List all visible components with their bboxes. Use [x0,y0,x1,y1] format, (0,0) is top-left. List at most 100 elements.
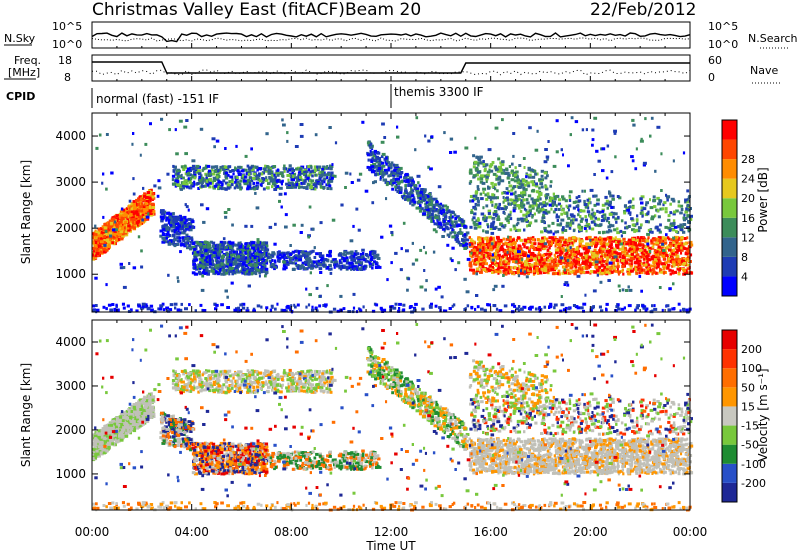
power-cell [653,261,657,264]
power-cell [231,178,234,182]
nsearch-label: N.Search [748,32,798,45]
power-cell [291,267,295,271]
power-cell [178,169,181,173]
power-cell [338,265,343,269]
power-cell [275,184,280,188]
power-cell [239,179,243,183]
power-cell [206,257,209,261]
power-cell [199,180,204,184]
power-cell [328,184,332,188]
power-cell [301,263,304,267]
power-cell [655,262,660,266]
power-cell [404,197,407,201]
power-cell [523,260,527,264]
power-cell [421,191,426,195]
power-cell [302,181,306,185]
power-cell [514,255,518,259]
power-cell [540,256,543,260]
power-cell [97,230,102,234]
power-cell [141,205,146,209]
power-cell [286,169,289,173]
power-cell [252,243,256,247]
power-cell [265,178,269,182]
power-cell [194,167,198,171]
power-cell [191,220,195,224]
power-cell [577,260,580,264]
power-cell [388,182,392,185]
power-cell [447,220,450,223]
power-cell [245,181,248,185]
power-cell [404,190,408,194]
power-cell [561,247,565,251]
power-cell [179,215,183,219]
power-cell [356,252,360,256]
power-cell [143,217,148,221]
power-cell [637,262,640,266]
power-cell [685,257,689,261]
power-cell [379,175,382,179]
power-cell [193,170,196,174]
power-cell [333,265,336,269]
power-cell [174,184,178,188]
power-cell [522,250,525,254]
power-cell [340,257,343,261]
power-cell [509,237,512,241]
power-cell [600,271,605,275]
power-cell [612,258,616,262]
power-cell [374,173,378,176]
power-cell [585,246,589,249]
power-cell [621,245,625,249]
power-cell [116,235,120,239]
power-cell [224,246,227,250]
power-cell [533,262,538,266]
power-cell [438,204,442,208]
power-cell [176,171,180,175]
power-cell [205,179,209,183]
power-cell [576,252,580,256]
power-cell [407,195,412,199]
power-cell [537,258,541,261]
power-cell [456,231,461,235]
power-cell [202,268,207,272]
power-cell [320,170,325,174]
power-cell [439,207,442,210]
power-cell [264,259,267,263]
power-cell [204,271,208,275]
power-cell [127,224,131,228]
power-cell [245,245,248,248]
power-cell [138,222,142,226]
power-cell [289,256,293,260]
freq-trace [92,61,690,74]
power-cell [113,222,117,226]
power-cell [616,246,620,250]
power-cell [362,267,366,271]
power-cell [373,149,377,153]
power-cell [216,263,220,267]
power-cell [462,241,467,245]
power-cell [173,238,177,242]
power-cell [675,256,680,260]
power-cell [261,177,265,180]
power-cell [373,159,378,163]
power-cell [485,262,488,266]
power-cell [526,267,530,271]
power-cell [386,181,389,185]
power-cell [191,164,196,168]
power-cell [300,181,304,185]
power-cell [276,179,280,183]
power-cell [198,179,203,183]
power-cell [672,248,676,252]
power-cell [239,256,243,260]
power-cell [187,217,192,221]
power-cell [247,272,251,276]
power-cell [199,242,203,246]
power-cell [126,226,130,230]
power-cell [392,181,396,185]
power-cell [545,245,548,249]
power-cell [328,254,332,258]
power-cell [441,212,444,216]
power-cell [127,210,132,214]
power-cell [301,170,305,173]
power-cell [247,263,250,267]
power-cell [151,206,156,209]
